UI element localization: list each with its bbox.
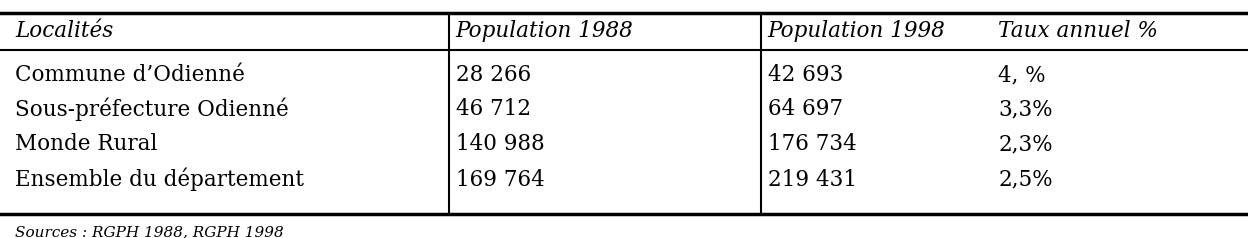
Text: Monde Rural: Monde Rural: [15, 133, 157, 155]
Text: Sous-préfecture Odienné: Sous-préfecture Odienné: [15, 98, 288, 121]
Text: Sources : RGPH 1988, RGPH 1998: Sources : RGPH 1988, RGPH 1998: [15, 225, 283, 238]
Text: Commune d’Odienné: Commune d’Odienné: [15, 64, 245, 86]
Text: Localités: Localités: [15, 20, 114, 42]
Text: 2,3%: 2,3%: [998, 133, 1053, 155]
Text: Taux annuel %: Taux annuel %: [998, 20, 1158, 42]
Text: 28 266: 28 266: [456, 64, 530, 86]
Text: 42 693: 42 693: [768, 64, 842, 86]
Text: 2,5%: 2,5%: [998, 169, 1053, 191]
Text: Population 1998: Population 1998: [768, 20, 945, 42]
Text: 46 712: 46 712: [456, 99, 530, 120]
Text: 64 697: 64 697: [768, 99, 842, 120]
Text: Population 1988: Population 1988: [456, 20, 633, 42]
Text: 3,3%: 3,3%: [998, 99, 1053, 120]
Text: Ensemble du département: Ensemble du département: [15, 168, 305, 191]
Text: 219 431: 219 431: [768, 169, 856, 191]
Text: 140 988: 140 988: [456, 133, 544, 155]
Text: 169 764: 169 764: [456, 169, 544, 191]
Text: 4, %: 4, %: [998, 64, 1046, 86]
Text: 176 734: 176 734: [768, 133, 856, 155]
